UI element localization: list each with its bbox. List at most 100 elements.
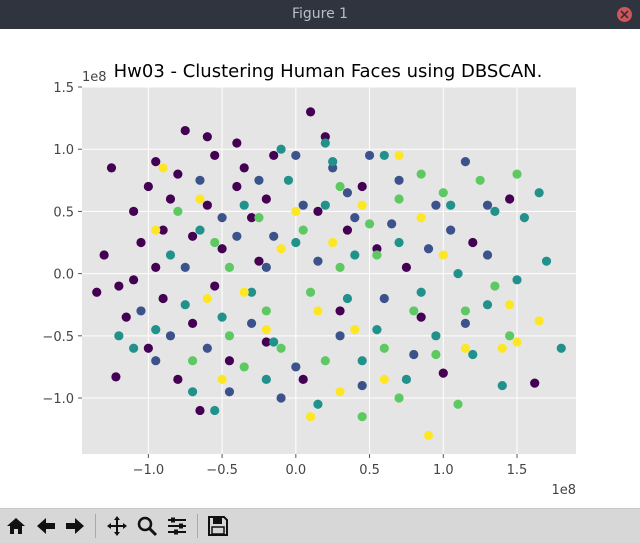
data-point bbox=[350, 250, 360, 260]
navigation-toolbar bbox=[0, 508, 640, 543]
data-point bbox=[505, 194, 515, 204]
chart-title: Hw03 - Clustering Human Faces using DBSC… bbox=[114, 61, 543, 82]
data-point bbox=[239, 163, 249, 173]
data-point bbox=[99, 250, 109, 260]
data-point bbox=[416, 287, 426, 297]
data-point bbox=[165, 194, 176, 204]
data-point bbox=[379, 293, 389, 304]
data-point bbox=[409, 349, 419, 360]
data-point bbox=[298, 200, 308, 210]
home-icon bbox=[7, 518, 25, 534]
window-title: Figure 1 bbox=[291, 6, 349, 22]
x-tick-label: 1.0 bbox=[433, 463, 454, 478]
zoom-button[interactable] bbox=[134, 513, 160, 539]
data-point bbox=[276, 144, 286, 154]
data-point bbox=[187, 356, 198, 366]
close-icon bbox=[620, 10, 629, 19]
move-icon bbox=[107, 516, 127, 536]
data-point bbox=[305, 412, 316, 422]
data-point bbox=[106, 163, 117, 173]
save-button[interactable] bbox=[205, 513, 231, 539]
data-point bbox=[401, 262, 412, 272]
data-point bbox=[313, 399, 323, 409]
x-axis-ticks: −1.0 −0.5 0.0 0.5 1.0 1.5 bbox=[133, 454, 527, 478]
data-point bbox=[217, 312, 227, 322]
data-point bbox=[261, 324, 271, 335]
data-point bbox=[438, 368, 448, 378]
y-tick-label: −0.5 bbox=[42, 330, 74, 345]
data-point bbox=[482, 200, 493, 210]
forward-button[interactable] bbox=[62, 513, 88, 539]
x-offset-label: 1e8 bbox=[551, 483, 576, 498]
x-tick-label: −0.5 bbox=[206, 463, 238, 478]
data-point bbox=[129, 206, 139, 217]
data-point bbox=[423, 430, 434, 440]
data-point bbox=[460, 318, 471, 328]
data-point bbox=[401, 374, 412, 384]
data-point bbox=[173, 206, 183, 217]
x-tick-label: −1.0 bbox=[133, 463, 165, 478]
data-point bbox=[320, 200, 330, 210]
close-button[interactable] bbox=[617, 7, 632, 22]
x-tick-label: 0.0 bbox=[285, 463, 306, 478]
data-point bbox=[423, 244, 434, 254]
data-point bbox=[202, 200, 212, 210]
data-point bbox=[438, 250, 448, 260]
y-axis-ticks: −1.0 −0.5 0.0 0.5 1.0 1.5 bbox=[42, 81, 82, 407]
data-point bbox=[210, 150, 220, 161]
data-point bbox=[202, 293, 212, 304]
floppy-disk-icon bbox=[208, 516, 228, 536]
data-point bbox=[246, 318, 257, 328]
configure-subplots-button[interactable] bbox=[164, 513, 190, 539]
data-point bbox=[313, 206, 323, 217]
data-point bbox=[291, 237, 301, 248]
data-point bbox=[291, 150, 301, 161]
data-point bbox=[269, 337, 279, 347]
data-point bbox=[276, 343, 286, 353]
data-point bbox=[372, 250, 382, 260]
data-point bbox=[446, 225, 456, 235]
data-point bbox=[460, 343, 471, 353]
data-point bbox=[143, 343, 153, 353]
window-titlebar: Figure 1 bbox=[0, 0, 640, 29]
home-button[interactable] bbox=[3, 513, 29, 539]
data-point bbox=[519, 213, 529, 223]
pan-button[interactable] bbox=[104, 513, 130, 539]
data-point bbox=[431, 349, 441, 360]
data-point bbox=[195, 175, 205, 185]
data-point bbox=[512, 337, 522, 347]
data-point bbox=[173, 169, 183, 179]
data-point bbox=[335, 181, 345, 192]
data-point bbox=[180, 300, 190, 310]
data-point bbox=[556, 343, 566, 353]
data-point bbox=[232, 181, 242, 192]
data-point bbox=[283, 175, 294, 185]
data-point bbox=[394, 393, 404, 403]
data-point bbox=[468, 349, 478, 360]
data-point bbox=[232, 231, 242, 241]
plot-area bbox=[82, 87, 576, 454]
data-point bbox=[431, 200, 441, 210]
data-point bbox=[151, 225, 161, 235]
data-point bbox=[210, 405, 220, 416]
data-point bbox=[357, 356, 367, 366]
data-point bbox=[357, 181, 367, 192]
data-point bbox=[246, 213, 257, 223]
back-button[interactable] bbox=[33, 513, 59, 539]
data-point bbox=[254, 213, 264, 223]
data-point bbox=[468, 237, 478, 248]
data-point bbox=[121, 312, 131, 322]
y-tick-label: 0.5 bbox=[53, 205, 74, 220]
data-point bbox=[482, 250, 493, 260]
data-point bbox=[158, 225, 168, 235]
data-point bbox=[254, 175, 264, 185]
data-point bbox=[305, 107, 316, 117]
sliders-icon bbox=[168, 517, 186, 535]
data-point bbox=[438, 188, 448, 198]
data-point bbox=[298, 374, 308, 384]
data-point bbox=[431, 331, 441, 341]
data-point bbox=[261, 374, 271, 384]
data-point bbox=[143, 181, 153, 192]
data-point bbox=[291, 362, 301, 372]
data-point bbox=[446, 200, 456, 210]
